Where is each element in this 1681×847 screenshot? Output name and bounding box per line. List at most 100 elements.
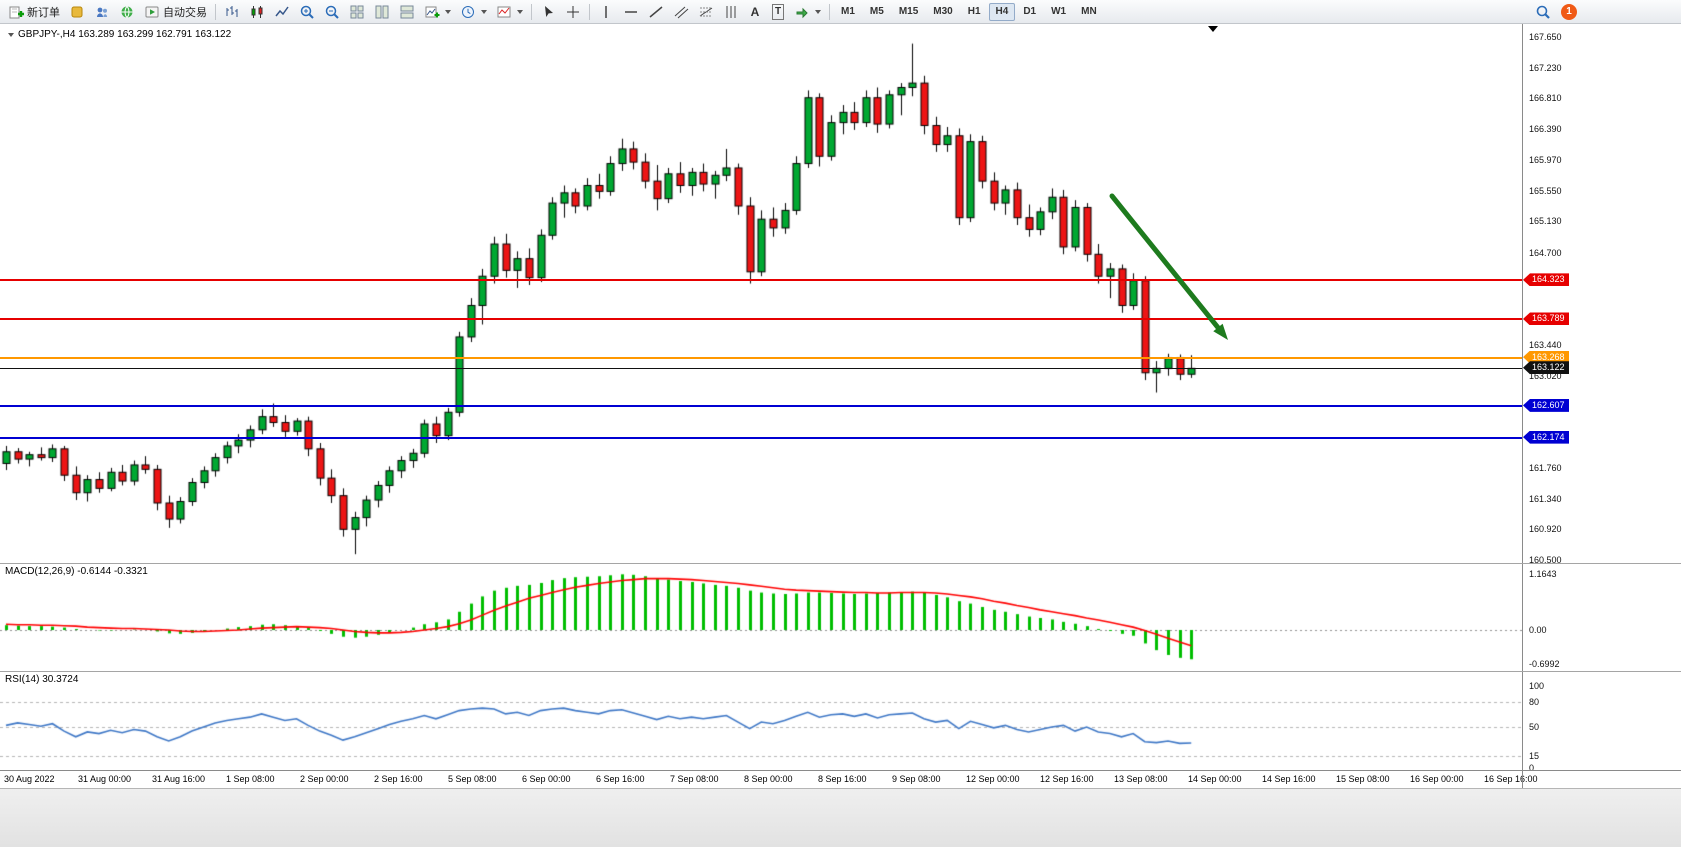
arrow-shape-icon [796,7,808,18]
channel-tool-button[interactable] [669,2,693,22]
chart-line-button[interactable] [270,2,294,22]
timeframe-m30-button[interactable]: M30 [933,6,953,17]
timeframe-h4-button[interactable]: H4 [988,2,1016,21]
trendline-tool-button[interactable] [644,2,668,22]
gold-icon [71,6,83,17]
new-chart-button[interactable] [420,2,455,22]
axis-label: 50 [1529,722,1540,732]
periodicity-button[interactable] [456,2,491,22]
axis-label: 1.1643 [1529,569,1557,580]
time-label: 9 Sep 08:00 [892,774,941,784]
axis-label: 163.020 [1529,370,1562,381]
timeframe-h1-button[interactable]: H1 [967,6,981,17]
crosshair-button[interactable] [561,2,585,22]
chart-bars-button[interactable] [220,2,244,22]
indicators-button[interactable] [492,2,527,22]
rsi-panel[interactable]: RSI(14) 30.3724 100 80 50 15 0 [0,672,1681,773]
timeframe-group: M1 M5 M15 M30 H1 H4 D1 W1 MN [834,2,1104,21]
cursor-button[interactable] [536,2,560,22]
support-button[interactable] [115,2,139,22]
zoom-out-button[interactable] [320,2,344,22]
time-label: 5 Sep 08:00 [448,774,497,784]
timeframe-m15-button[interactable]: M15 [898,6,919,17]
search-button[interactable] [1531,2,1555,22]
tile-grid-icon [350,5,364,18]
axis-label: 167.650 [1529,32,1562,43]
axis-label: 0.00 [1529,625,1547,635]
new-order-label: 新订单 [27,6,60,19]
time-label: 1 Sep 08:00 [226,774,275,784]
zoom-in-button[interactable] [295,2,319,22]
panel-splitter[interactable] [0,563,1681,564]
axis-label: 164.700 [1529,247,1562,258]
timeframe-mn-button[interactable]: MN [1081,6,1097,17]
macd-panel[interactable]: MACD(12,26,9) -0.6144 -0.3321 1.1643 0.00… [0,564,1681,671]
globe-icon [121,5,133,18]
tile-vertical-button[interactable] [370,2,394,22]
tile-windows-button[interactable] [345,2,369,22]
panel-splitter[interactable] [0,671,1681,672]
window-bottom-strip [0,788,1681,847]
time-axis[interactable]: 30 Aug 2022 31 Aug 00:00 31 Aug 16:00 1 Sep… [0,770,1681,788]
new-order-button[interactable]: 新订单 [4,2,64,22]
axis-label: 165.970 [1529,154,1562,165]
price-axis[interactable]: 167.650 167.230 166.810 166.390 165.970 165.5… [1522,24,1681,566]
tile-horizontal-button[interactable] [395,2,419,22]
time-label: 2 Sep 16:00 [374,774,423,784]
rsi-canvas[interactable] [0,672,1522,770]
notification-badge[interactable]: 1 [1561,3,1577,20]
timeframe-w1-button[interactable]: W1 [1051,6,1067,17]
timeframe-m5-button[interactable]: M5 [869,6,884,17]
time-label: 16 Sep 00:00 [1410,774,1464,784]
horizontal-line-tool-button[interactable] [619,2,643,22]
chevron-down-icon [517,9,523,14]
time-label: 13 Sep 08:00 [1114,774,1168,784]
macd-canvas[interactable] [0,564,1522,671]
time-label: 12 Sep 00:00 [966,774,1020,784]
toolbar-separator [215,3,216,20]
toolbar-separator [829,3,830,20]
rsi-label: RSI(14) 30.3724 [5,674,79,685]
shapes-button[interactable] [790,2,825,22]
macd-axis[interactable]: 1.1643 0.00 -0.6992 [1522,564,1681,671]
chart-candles-button[interactable] [245,2,269,22]
symbol-info: GBPJPY-,H4 163.289 163.299 162.791 163.1… [6,29,231,40]
chevron-down-icon [815,9,821,14]
timeframe-d1-button[interactable]: D1 [1023,6,1037,17]
text-tool-button[interactable]: A [744,2,766,22]
cycle-lines-icon [726,5,736,18]
candlestick-canvas[interactable] [0,24,1522,563]
axis-label: 160.500 [1529,555,1562,566]
time-label: 6 Sep 00:00 [522,774,571,784]
gold-button[interactable] [65,2,89,22]
time-label: 7 Sep 08:00 [670,774,719,784]
time-label: 15 Sep 08:00 [1336,774,1390,784]
new-chart-icon [425,6,440,17]
chevron-down-icon [445,9,451,14]
time-label: 31 Aug 16:00 [152,774,206,784]
label-tool-button[interactable]: T [767,2,789,22]
community-button[interactable] [90,2,114,22]
price-chart-panel[interactable]: GBPJPY-,H4 163.289 163.299 162.791 163.1… [0,24,1681,566]
chart-shift-marker[interactable] [1208,26,1218,32]
timeframe-m1-button[interactable]: M1 [841,6,855,17]
toolbar-right-group: 1 [1531,2,1677,22]
axis-label: 161.340 [1529,493,1562,504]
time-label: 14 Sep 00:00 [1188,774,1242,784]
label-tool-icon: T [771,3,785,20]
price-tag-164.323: 164.323 [1523,273,1569,287]
axis-label: 15 [1529,750,1540,761]
fibonacci-tool-button[interactable] [694,2,718,22]
time-axis-border [1522,771,1523,788]
zoom-out-icon [325,5,339,19]
fibonacci-icon [699,7,713,16]
cycle-lines-tool-button[interactable] [719,2,743,22]
rsi-axis[interactable]: 100 80 50 15 0 [1522,672,1681,773]
symbol-dropdown-icon [8,32,14,37]
time-label: 2 Sep 00:00 [300,774,349,784]
vertical-line-tool-button[interactable] [594,2,618,22]
price-tag-162.607: 162.607 [1523,398,1569,412]
horizontal-line-icon [625,10,637,13]
auto-trading-button[interactable]: 自动交易 [140,2,211,22]
price-tag-163.122: 163.122 [1523,361,1569,375]
